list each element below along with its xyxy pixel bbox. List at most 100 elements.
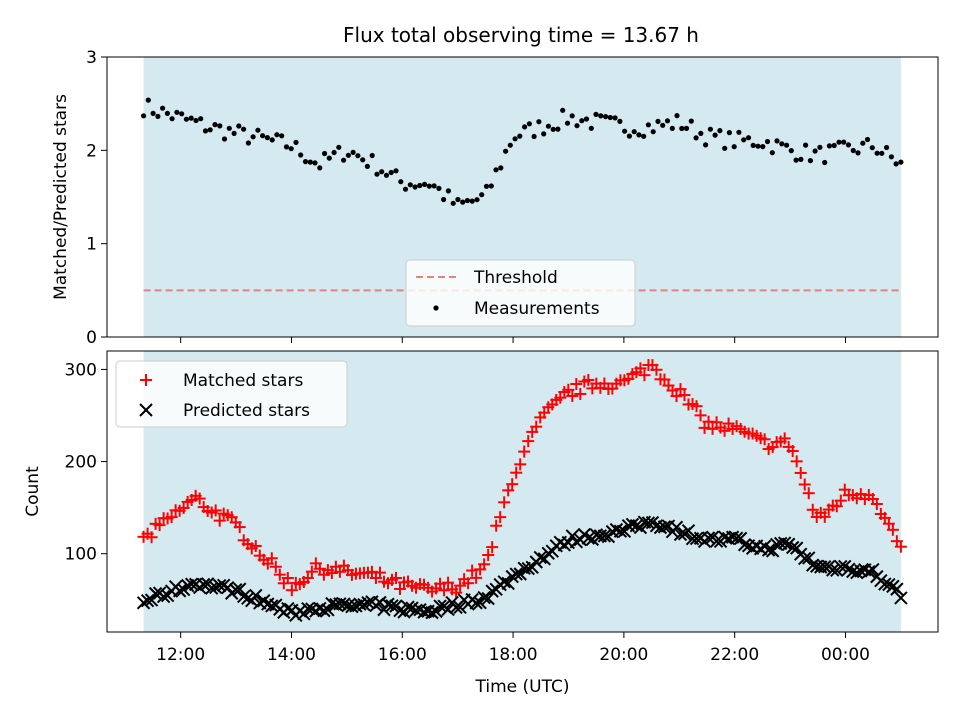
- predicted-star-point: [513, 567, 527, 581]
- measurement-point: [860, 140, 866, 146]
- measurement-point: [298, 152, 304, 158]
- matched-star-point: [490, 519, 503, 532]
- matched-star-point: [434, 577, 447, 590]
- bottom-x-ticks: 12:00 14:00 16:00 18:00 20:00 22:00 00:00: [156, 632, 870, 665]
- predicted-star-point: [265, 599, 279, 613]
- predicted-star-point: [521, 561, 535, 576]
- measurement-point: [703, 142, 709, 148]
- measurement-point: [641, 133, 647, 139]
- measurement-point: [688, 118, 694, 124]
- top-y-ticks: 0 1 2 3: [86, 48, 107, 348]
- measurement-point: [231, 130, 237, 136]
- measurement-point: [355, 153, 361, 159]
- bottom-axes-frame: [106, 350, 939, 633]
- measurement-point: [617, 118, 623, 124]
- measurement-point: [260, 133, 266, 139]
- predicted-star-point: [505, 569, 519, 584]
- measurement-point: [331, 149, 337, 156]
- matched-star-point: [562, 383, 575, 396]
- predicted-star-point: [204, 581, 219, 595]
- predicted-star-point: [361, 595, 375, 610]
- measurement-point: [493, 167, 499, 173]
- matched-star-point: [802, 487, 815, 500]
- predicted-star-point: [409, 603, 423, 618]
- matched-star-point: [518, 445, 531, 458]
- measurement-point: [383, 172, 390, 178]
- predicted-star-point: [609, 522, 624, 537]
- measurement-point: [864, 136, 871, 143]
- predicted-star-point: [237, 589, 251, 604]
- measurement-point: [255, 127, 261, 133]
- measurement-point: [407, 182, 413, 188]
- measurement-point: [717, 128, 723, 134]
- measurement-point: [188, 115, 194, 121]
- measurement-point: [655, 118, 661, 124]
- measurement-point: [198, 116, 204, 122]
- predicted-star-point: [657, 520, 672, 534]
- measurements-legend-swatch: [433, 305, 439, 311]
- measurement-point: [603, 114, 609, 120]
- measurement-point: [145, 97, 151, 103]
- predicted-star-point: [777, 536, 792, 550]
- measurement-point: [288, 146, 294, 152]
- matched-star-point: [301, 571, 314, 584]
- matched-star-point: [145, 531, 158, 544]
- measurement-point: [660, 122, 666, 128]
- measurement-point: [369, 152, 375, 159]
- measurement-point: [555, 126, 561, 132]
- predicted-star-point: [842, 562, 856, 576]
- measurement-point: [612, 115, 618, 121]
- predicted-star-point: [477, 590, 491, 605]
- measurement-point: [898, 159, 904, 165]
- bottom-y-tick-label: 100: [65, 545, 97, 565]
- measurement-point: [574, 123, 580, 129]
- predicted-star-point: [196, 577, 211, 592]
- measurement-point: [679, 125, 685, 132]
- predicted-star-point: [212, 578, 227, 593]
- matched-star-point: [209, 504, 222, 517]
- x-tick-label: 14:00: [267, 645, 316, 665]
- matched-legend-swatch: [140, 374, 152, 386]
- matched-star-point: [834, 494, 847, 507]
- predicted-star-point: [172, 584, 187, 598]
- bottom-y-ticks: 100 200 300: [65, 360, 107, 565]
- matched-star-point: [678, 389, 691, 402]
- measurement-point: [183, 116, 189, 122]
- predicted-star-point: [241, 591, 255, 605]
- measurement-point: [845, 142, 852, 148]
- measurement-point: [593, 111, 599, 117]
- predicted-star-point: [401, 600, 415, 614]
- measurement-point: [326, 155, 332, 161]
- predicted-star-point: [613, 524, 628, 538]
- measurement-point: [879, 150, 885, 156]
- predicted-star-point: [533, 550, 547, 565]
- measurement-point: [712, 132, 718, 138]
- predicted-star-point: [565, 529, 580, 543]
- measurement-point: [507, 142, 513, 148]
- matched-star-point: [394, 582, 407, 595]
- measurement-point: [869, 145, 875, 151]
- measurement-point: [226, 125, 232, 131]
- predicted-star-point: [625, 517, 640, 532]
- chart-title: Flux total observing time = 13.67 h: [343, 23, 699, 47]
- measurement-point: [498, 165, 504, 171]
- measurement-point: [826, 143, 833, 149]
- predicted-star-point: [669, 520, 684, 534]
- matched-star-point: [582, 373, 595, 386]
- matched-star-point: [706, 422, 719, 435]
- matched-star-point: [694, 409, 707, 422]
- measurement-point: [831, 142, 837, 149]
- predicted-star-point: [834, 559, 848, 574]
- predicted-star-point: [866, 562, 880, 577]
- matched-star-point: [249, 539, 262, 552]
- matched-star-point: [390, 571, 403, 584]
- measurement-point: [798, 156, 804, 162]
- measurement-point: [536, 119, 542, 125]
- matched-star-point: [886, 523, 899, 536]
- measurement-point: [884, 144, 890, 151]
- measurement-point: [855, 150, 861, 156]
- measurement-point: [545, 123, 552, 129]
- measurement-point: [512, 136, 518, 142]
- predicted-star-point: [862, 564, 876, 579]
